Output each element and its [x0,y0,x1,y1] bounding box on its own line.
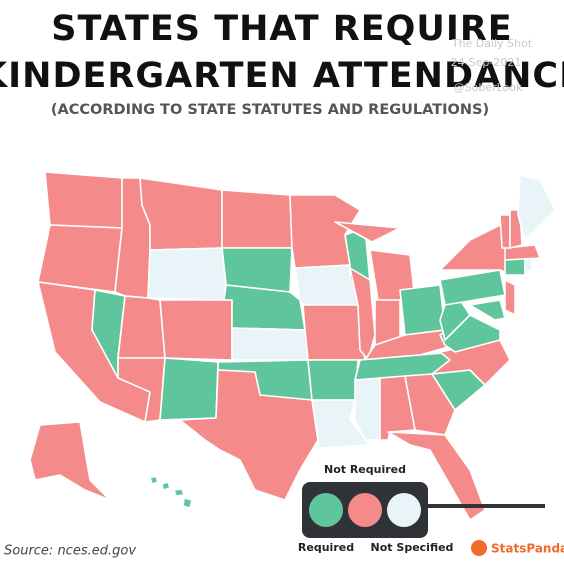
state [431,339,511,386]
state [159,299,233,361]
source: Source: nces.ed.gov [4,544,136,559]
title-line: STATES THAT REQUIRE [51,9,512,49]
state [399,284,446,336]
brand-icon [471,540,487,556]
legend: Required Not Required Not Specified [298,463,454,554]
state [439,224,511,273]
state [231,327,309,361]
state [44,171,123,229]
states [29,171,556,521]
state [499,214,511,249]
state [117,295,166,359]
legend-swatch [348,493,382,527]
brand: StatsPanda [491,542,564,556]
state [302,304,366,361]
state [504,244,541,261]
state [179,369,319,501]
state [159,357,219,421]
legend-label: Not Specified [371,541,454,554]
subtitle: (ACCORDING TO STATE STATUTES AND REGULAT… [51,102,489,118]
state [354,377,381,441]
state [404,373,456,436]
state [223,284,306,331]
legend-swatch [387,493,421,527]
watermark: 24-Sep-2021 [451,56,522,69]
state [294,264,359,306]
legend-label: Not Required [324,463,406,476]
state [29,421,111,501]
state [307,359,359,401]
state [504,279,516,316]
state [524,257,533,273]
state [139,177,223,251]
legend-label: Required [298,541,354,554]
state [517,174,556,241]
watermark: The Daily Shot [451,37,533,50]
state [387,431,486,521]
state [221,189,293,249]
legend-swatch [309,493,343,527]
state [439,269,506,306]
state [37,224,123,293]
state [147,247,227,301]
watermark: @SoberLook [454,81,523,94]
state [469,299,506,321]
state [149,475,193,509]
title-line: KINDERGARTEN ATTENDANCE [0,56,564,96]
